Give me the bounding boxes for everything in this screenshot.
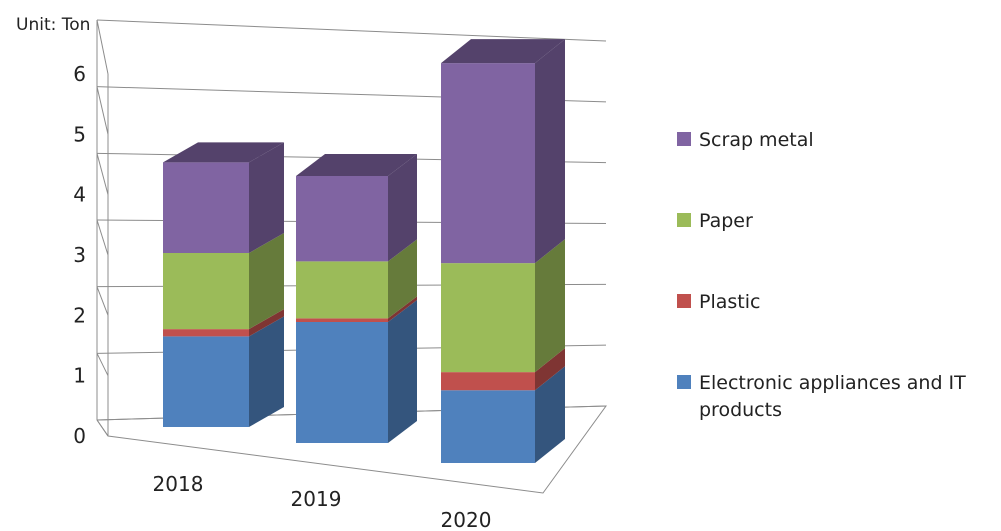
- bar-segment: [163, 142, 284, 253]
- bar-segment: [441, 366, 565, 463]
- legend-item: Paper: [677, 210, 753, 232]
- y-tick-label: 6: [73, 62, 86, 86]
- y-tick-label: 0: [73, 424, 86, 448]
- bar-front-face: [163, 253, 249, 330]
- y-tick-label: 3: [73, 243, 86, 267]
- y-axis-tick-labels: 0 1 2 3 4 5 6: [73, 62, 86, 448]
- unit-label: Unit: Ton: [16, 15, 90, 35]
- legend-label: Plastic: [699, 291, 760, 313]
- bar-side-face: [388, 300, 417, 443]
- bar-front-face: [296, 176, 388, 262]
- bar-side-face: [535, 39, 565, 264]
- legend-label: Electronic appliances and IT products: [699, 372, 966, 421]
- bar-side-face: [388, 239, 417, 319]
- legend: Scrap metal Paper Plastic Electronic applia…: [677, 129, 966, 421]
- legend-swatch: [677, 132, 691, 146]
- bar-segment: [163, 233, 284, 330]
- bar-front-face: [441, 63, 535, 264]
- axes: [96, 20, 607, 494]
- bar-segment: [296, 239, 417, 319]
- legend-swatch: [677, 375, 691, 389]
- y-tick-label: 4: [73, 183, 86, 207]
- bar-front-face: [441, 390, 535, 463]
- bar-side-face: [249, 233, 284, 330]
- bar-front-face: [441, 372, 535, 391]
- bar-segment: [296, 300, 417, 443]
- bar-top-face: [296, 154, 417, 176]
- bar-segment: [441, 39, 565, 264]
- y-tick-label: 2: [73, 303, 86, 327]
- bar-side-face: [249, 316, 284, 427]
- bar-side-face: [249, 142, 284, 253]
- bar-side-face: [535, 239, 565, 373]
- bar-front-face: [163, 336, 249, 427]
- bar-side-face: [249, 309, 284, 337]
- legend-item: Plastic: [677, 291, 760, 313]
- x-tick-label: 2018: [153, 472, 204, 496]
- legend-item: Scrap metal: [677, 129, 814, 151]
- bar-top-face: [163, 142, 284, 163]
- legend-label: Scrap metal: [699, 129, 814, 151]
- bar-front-face: [163, 329, 249, 337]
- floor-outline: [96, 405, 607, 494]
- side-gridline: [96, 286, 109, 316]
- side-gridline: [96, 86, 109, 135]
- x-tick-label: 2020: [441, 508, 492, 531]
- side-gridline: [96, 153, 109, 195]
- bar-side-face: [535, 366, 565, 463]
- bar-segment: [441, 239, 565, 373]
- side-gridline: [96, 219, 109, 256]
- legend-item: Electronic appliances and IT products: [677, 372, 966, 421]
- x-axis-tick-labels: 2018 2019 2020: [153, 472, 492, 531]
- bar-front-face: [441, 263, 535, 373]
- bar-segment: [163, 309, 284, 337]
- legend-swatch: [677, 213, 691, 227]
- legend-swatch: [677, 294, 691, 308]
- y-tick-label: 1: [73, 364, 86, 388]
- bar-side-face: [388, 154, 417, 262]
- side-gridline: [96, 353, 109, 376]
- bar-side-face: [535, 348, 565, 391]
- gridline: [96, 19, 607, 42]
- bar-front-face: [296, 261, 388, 319]
- bar-segment: [441, 348, 565, 391]
- bar-side-face: [388, 296, 417, 322]
- bars: [163, 39, 565, 463]
- y-tick-label: 5: [73, 122, 86, 146]
- bar-front-face: [296, 318, 388, 322]
- bar-segment: [163, 316, 284, 427]
- legend-label: Paper: [699, 210, 753, 232]
- x-tick-label: 2019: [291, 487, 342, 511]
- bar-segment: [296, 296, 417, 322]
- bar-segment: [296, 154, 417, 262]
- bar-front-face: [163, 162, 249, 253]
- bar-front-face: [296, 322, 388, 443]
- side-gridline: [96, 19, 109, 75]
- bar-top-face: [441, 39, 565, 64]
